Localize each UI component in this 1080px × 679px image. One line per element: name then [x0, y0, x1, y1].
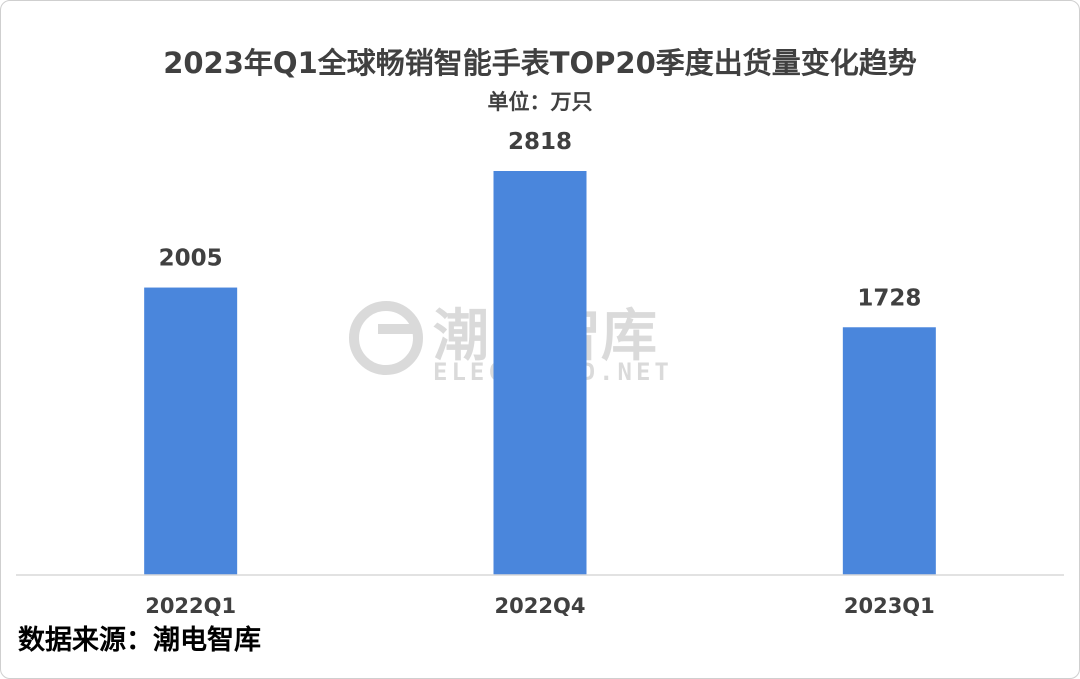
bar-series: 2005 2818 1728 — [144, 129, 936, 575]
bar-2022Q4 — [493, 171, 587, 575]
chart-subtitle: 单位：万只 — [487, 90, 593, 114]
chart-title: 2023年Q1全球畅销智能手表TOP20季度出货量变化趋势 — [163, 46, 917, 80]
source-note: 数据来源：潮电智库 — [18, 625, 261, 656]
watermark-logo-bar — [378, 324, 414, 334]
data-label-2022Q4: 2818 — [508, 129, 572, 155]
data-label-2023Q1: 1728 — [857, 285, 921, 311]
x-tick-label-2023Q1: 2023Q1 — [844, 594, 935, 618]
data-label-2022Q1: 2005 — [159, 246, 223, 272]
watermark-logo-icon — [349, 301, 423, 375]
x-tick-label-2022Q4: 2022Q4 — [495, 594, 586, 618]
x-tick-label-2022Q1: 2022Q1 — [145, 594, 236, 618]
bar-2022Q1 — [144, 287, 238, 575]
x-tick-labels: 2022Q1 2022Q4 2023Q1 — [145, 594, 935, 618]
bar-2023Q1 — [842, 327, 936, 575]
